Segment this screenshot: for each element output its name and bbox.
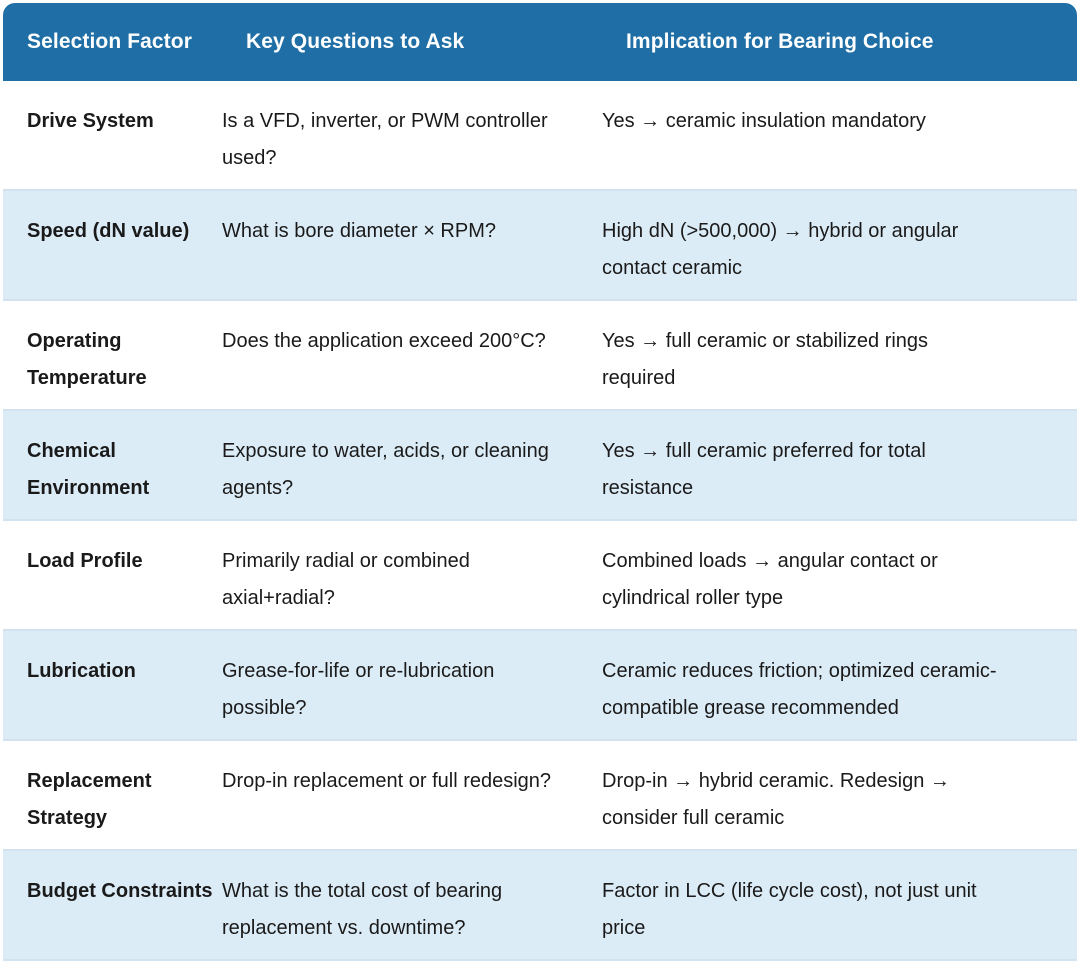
implication-cell: Drop-in → hybrid ceramic. Redesign → con… <box>602 770 950 829</box>
table-row: Budget Constraints What is the total cos… <box>3 851 1077 961</box>
question-cell: What is bore diameter × RPM? <box>222 220 496 242</box>
implication-cell: Yes → full ceramic or stabilized rings r… <box>602 330 929 389</box>
factor-cell: Drive System <box>27 110 154 132</box>
question-cell: Grease-for-life or re-lubrication possib… <box>222 660 495 719</box>
table-row: Replacement Strategy Drop-in replacement… <box>3 741 1077 851</box>
implication-cell: High dN (>500,000) → hybrid or angular c… <box>602 220 959 279</box>
question-cell: Is a VFD, inverter, or PWM controller us… <box>222 110 548 169</box>
table-row: Chemical Environment Exposure to water, … <box>3 411 1077 521</box>
factor-cell: Chemical Environment <box>27 440 150 499</box>
implication-cell: Yes → ceramic insulation mandatory <box>602 110 926 132</box>
table-row: Operating Temperature Does the applicati… <box>3 301 1077 411</box>
implication-cell: Ceramic reduces friction; optimized cera… <box>602 660 997 719</box>
question-cell: Drop-in replacement or full redesign? <box>222 770 552 792</box>
bearing-selection-table: Selection Factor Key Questions to Ask Im… <box>3 3 1077 971</box>
header-selection-factor: Selection Factor <box>27 30 192 53</box>
factor-cell: Operating Temperature <box>27 330 147 389</box>
question-cell: Primarily radial or combined axial+radia… <box>222 550 470 609</box>
header-implication: Implication for Bearing Choice <box>626 30 934 53</box>
table-row: Speed (dN value) What is bore diameter ×… <box>3 191 1077 301</box>
factor-cell: Speed (dN value) <box>27 220 190 242</box>
factor-cell: Budget Constraints <box>27 880 213 902</box>
header-key-questions: Key Questions to Ask <box>246 30 465 53</box>
factor-cell: Replacement Strategy <box>27 770 152 829</box>
question-cell: Does the application exceed 200°C? <box>222 330 546 352</box>
table-row: Drive System Is a VFD, inverter, or PWM … <box>3 81 1077 191</box>
question-cell: What is the total cost of bearing replac… <box>222 880 503 939</box>
implication-cell: Factor in LCC (life cycle cost), not jus… <box>602 880 977 939</box>
question-cell: Exposure to water, acids, or cleaning ag… <box>222 440 549 499</box>
table-row: Lubrication Grease-for-life or re-lubric… <box>3 631 1077 741</box>
table-row: Load Profile Primarily radial or combine… <box>3 521 1077 631</box>
implication-cell: Combined loads → angular contact or cyli… <box>602 550 938 609</box>
implication-cell: Yes → full ceramic preferred for total r… <box>602 440 926 499</box>
factor-cell: Lubrication <box>27 660 136 682</box>
factor-cell: Load Profile <box>27 550 143 572</box>
table-header-row: Selection Factor Key Questions to Ask Im… <box>3 3 1077 81</box>
